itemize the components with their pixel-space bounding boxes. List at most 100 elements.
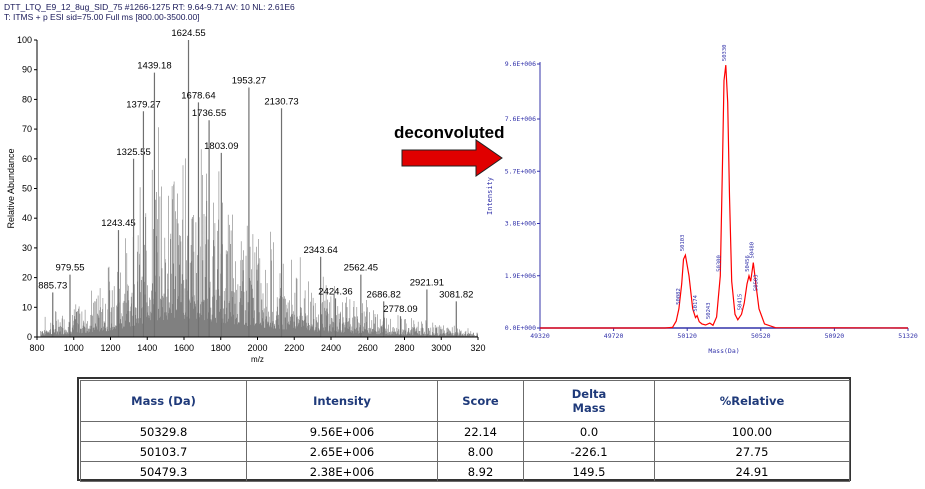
x-tick-label: 50920 (825, 332, 845, 340)
x-axis-label: m/z (251, 355, 264, 364)
peak-label: 2778.09 (383, 304, 417, 315)
header-line-2: T: ITMS + p ESI sid=75.00 Full ms [800.0… (4, 12, 200, 22)
y-tick-label: 100 (17, 35, 32, 45)
cell-delta-mass: 0.0 (523, 421, 655, 442)
peak-label: 50300 (716, 255, 722, 272)
y-tick-label: 0 (27, 332, 32, 342)
x-tick-label: 2400 (321, 343, 341, 353)
x-tick-label: 2800 (394, 343, 414, 353)
peak-label: 1439.18 (137, 61, 171, 72)
cell-mass: 50103.7 (80, 441, 247, 462)
cell-relative: 27.75 (654, 441, 850, 462)
x-tick-label: 50520 (751, 332, 771, 340)
cell-delta-mass: -226.1 (523, 441, 655, 462)
y-tick-label: 10 (22, 302, 32, 312)
x-tick-label: 320 (470, 343, 485, 353)
header-delta-mass: Delta Mass (523, 380, 655, 422)
y-tick-label: 30 (22, 243, 32, 253)
peak-label: 979.55 (55, 263, 84, 274)
header-intensity: Intensity (246, 380, 438, 422)
cell-score: 22.14 (437, 421, 524, 442)
peak-label: 885.73 (38, 280, 67, 291)
cell-mass: 50329.8 (80, 421, 247, 442)
y-tick-label: 50 (22, 184, 32, 194)
results-table: Mass (Da) Intensity Score Delta Mass %Rel… (80, 380, 850, 482)
y-tick-label: 9.6E+006 (505, 60, 536, 68)
peak-label: 1325.55 (116, 147, 150, 158)
spectrum-plot: 885.73 979.55 1243.45 1325.55 1379.27 1439.18… (6, 28, 486, 364)
cell-mass: 50479.3 (80, 461, 247, 482)
y-tick-label: 90 (22, 65, 32, 75)
table-header-row: Mass (Da) Intensity Score Delta Mass %Rel… (80, 380, 850, 422)
x-tick-label: 800 (29, 343, 44, 353)
peak-label: 50243 (706, 302, 712, 319)
cell-relative: 24.91 (654, 461, 850, 482)
y-tick-label: 0.0E+000 (505, 324, 536, 332)
y-tick-label: 7.6E+006 (505, 115, 536, 123)
peak-label: 1243.45 (101, 218, 135, 229)
peak-label: 2562.45 (344, 263, 378, 274)
x-tick-label: 1600 (174, 343, 194, 353)
peak-label: 2130.73 (264, 96, 298, 107)
x-tick-label: 1000 (64, 343, 84, 353)
deconvoluted-label: deconvoluted (394, 123, 505, 142)
x-tick-label: 1800 (211, 343, 231, 353)
peak-label: 1803.09 (204, 141, 238, 152)
cell-score: 8.92 (437, 461, 524, 482)
peak-label: 50415 (737, 294, 743, 311)
header-mass: Mass (Da) (80, 380, 247, 422)
cell-intensity: 2.38E+006 (246, 461, 438, 482)
cell-intensity: 9.56E+006 (246, 421, 438, 442)
deconvoluted-mass-chart: 0.0E+000 1.9E+006 3.8E+006 5.7E+006 7.6E+006… (486, 45, 918, 355)
cell-relative: 100.00 (654, 421, 850, 442)
x-tick-label: 3000 (431, 343, 451, 353)
peak-label: 50174 (693, 294, 699, 311)
header-score: Score (437, 380, 524, 422)
y-tick-label: 70 (22, 124, 32, 134)
y-axis-label: Intensity (486, 177, 494, 215)
peak-label: 3081.82 (439, 289, 473, 300)
spectrum-header: DTT_LTQ_E9_12_8ug_SID_75 #1266-1275 RT: … (4, 2, 295, 22)
peak-label: 2686.82 (367, 289, 401, 300)
y-tick-label: 1.9E+006 (505, 272, 536, 280)
table-row: 50103.7 2.65E+006 8.00 -226.1 27.75 (80, 441, 850, 462)
peak-label: 1678.64 (181, 90, 215, 101)
cell-intensity: 2.65E+006 (246, 441, 438, 462)
peak-label: 50082 (676, 288, 682, 305)
peak-label: 2921.91 (410, 277, 444, 288)
peak-label: 1624.55 (171, 28, 205, 39)
y-tick-label: 40 (22, 213, 32, 223)
cell-score: 8.00 (437, 441, 524, 462)
x-tick-label: 49320 (530, 332, 550, 340)
table-row: 50479.3 2.38E+006 8.92 149.5 24.91 (80, 461, 850, 482)
peak-label: 50503 (754, 274, 760, 291)
peak-label: 50103 (680, 235, 686, 252)
peak-label: 50480 (749, 242, 755, 259)
y-axis-label: Relative Abundance (6, 148, 16, 228)
deconvoluted-plot: 0.0E+000 1.9E+006 3.8E+006 5.7E+006 7.6E+006… (486, 45, 918, 355)
x-tick-label: 1200 (100, 343, 120, 353)
x-tick-label: 51320 (898, 332, 918, 340)
x-tick-label: 1400 (137, 343, 157, 353)
header-relative: %Relative (654, 380, 850, 422)
peak-label: 2424.36 (318, 286, 352, 297)
right-arrow-icon (398, 138, 508, 183)
y-tick-label: 3.8E+006 (505, 220, 536, 228)
y-tick-label: 60 (22, 154, 32, 164)
spectrum-noise (40, 127, 478, 337)
peak-label: 1379.27 (126, 99, 160, 110)
x-tick-label: 2600 (358, 343, 378, 353)
x-tick-label: 2200 (284, 343, 304, 353)
x-tick-label: 2000 (247, 343, 267, 353)
deconvoluted-line (540, 65, 909, 329)
peak-label: 50456 (745, 255, 751, 272)
x-tick-label: 50120 (677, 332, 697, 340)
mass-spectrum-chart: 885.73 979.55 1243.45 1325.55 1379.27 1439.18… (6, 28, 486, 364)
peak-label: 2343.64 (303, 245, 337, 256)
peak-label: 1953.27 (232, 76, 266, 87)
y-tick-label: 5.7E+006 (505, 167, 536, 175)
x-axis-label: Mass(Da) (708, 347, 739, 355)
header-line-1: DTT_LTQ_E9_12_8ug_SID_75 #1266-1275 RT: … (4, 2, 295, 12)
peak-label: 1736.55 (192, 108, 226, 119)
peak-label: 50330 (722, 45, 728, 62)
